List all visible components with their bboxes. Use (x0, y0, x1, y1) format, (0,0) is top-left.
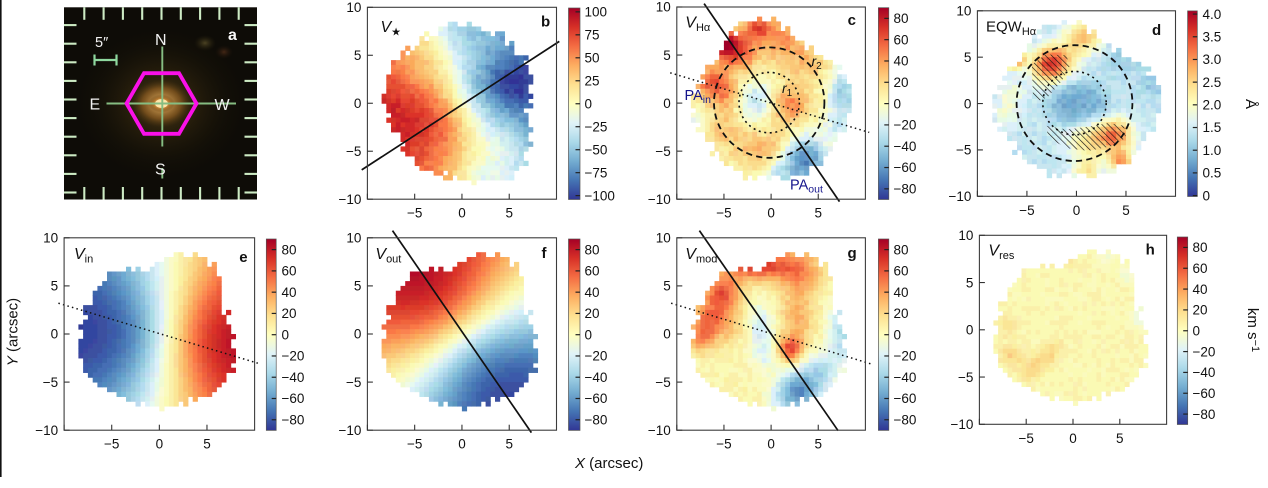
svg-text:0.5: 0.5 (1203, 166, 1222, 181)
svg-text:0: 0 (458, 206, 466, 221)
svg-text:−20: −20 (894, 118, 917, 133)
svg-text:10: 10 (346, 0, 361, 15)
svg-text:0: 0 (1203, 188, 1211, 203)
svg-text:−25: −25 (585, 119, 608, 134)
svg-text:−100: −100 (585, 188, 615, 203)
svg-text:−75: −75 (585, 165, 608, 180)
svg-text:−10: −10 (35, 423, 58, 438)
svg-text:5: 5 (505, 206, 513, 221)
svg-text:−80: −80 (282, 412, 305, 427)
svg-text:10: 10 (956, 4, 971, 19)
svg-text:1.5: 1.5 (1203, 120, 1222, 135)
svg-text:0: 0 (894, 96, 902, 111)
svg-text:−5: −5 (1019, 203, 1034, 218)
svg-text:5: 5 (203, 437, 211, 452)
svg-text:0: 0 (663, 96, 671, 111)
svg-text:1.0: 1.0 (1203, 143, 1222, 158)
svg-text:3.5: 3.5 (1203, 29, 1222, 44)
svg-text:40: 40 (894, 54, 909, 69)
svg-text:5: 5 (51, 279, 59, 294)
svg-text:75: 75 (585, 28, 600, 43)
svg-text:20: 20 (282, 306, 297, 321)
svg-text:−5: −5 (346, 144, 361, 159)
svg-text:80: 80 (894, 11, 909, 26)
svg-text:0: 0 (354, 96, 362, 111)
svg-text:2.5: 2.5 (1203, 75, 1222, 90)
svg-text:−80: −80 (894, 182, 917, 197)
svg-text:5: 5 (663, 48, 671, 63)
svg-text:−10: −10 (338, 192, 361, 207)
svg-text:50: 50 (585, 51, 600, 66)
svg-text:100: 100 (585, 5, 608, 20)
svg-text:−40: −40 (282, 370, 305, 385)
svg-text:−5: −5 (407, 206, 422, 221)
svg-text:−5: −5 (43, 375, 58, 390)
svg-text:0: 0 (1073, 203, 1081, 218)
svg-text:5: 5 (1122, 203, 1130, 218)
svg-text:−5: −5 (956, 143, 971, 158)
svg-text:4.0: 4.0 (1203, 7, 1222, 22)
svg-text:−5: −5 (716, 206, 731, 221)
svg-text:40: 40 (282, 285, 297, 300)
svg-text:60: 60 (894, 32, 909, 47)
svg-text:−5: −5 (655, 144, 670, 159)
svg-text:25: 25 (585, 73, 600, 88)
svg-text:0: 0 (156, 437, 164, 452)
svg-text:2.0: 2.0 (1203, 98, 1222, 113)
svg-text:0: 0 (282, 327, 290, 342)
svg-text:−60: −60 (282, 391, 305, 406)
svg-text:−20: −20 (282, 349, 305, 364)
svg-text:0: 0 (767, 206, 775, 221)
svg-text:−50: −50 (585, 142, 608, 157)
svg-text:60: 60 (282, 264, 297, 279)
svg-text:−10: −10 (948, 189, 971, 204)
svg-text:20: 20 (894, 75, 909, 90)
svg-text:5: 5 (814, 206, 822, 221)
svg-text:−60: −60 (894, 160, 917, 175)
svg-text:−40: −40 (894, 139, 917, 154)
svg-text:10: 10 (656, 0, 671, 15)
svg-text:0: 0 (585, 96, 593, 111)
svg-text:10: 10 (43, 231, 58, 246)
svg-text:0: 0 (964, 96, 972, 111)
svg-text:5: 5 (964, 50, 972, 65)
svg-text:80: 80 (282, 242, 297, 257)
svg-text:−10: −10 (648, 192, 671, 207)
svg-text:3.0: 3.0 (1203, 52, 1222, 67)
svg-text:−5: −5 (104, 437, 119, 452)
svg-text:0: 0 (51, 327, 59, 342)
svg-text:5: 5 (354, 48, 362, 63)
